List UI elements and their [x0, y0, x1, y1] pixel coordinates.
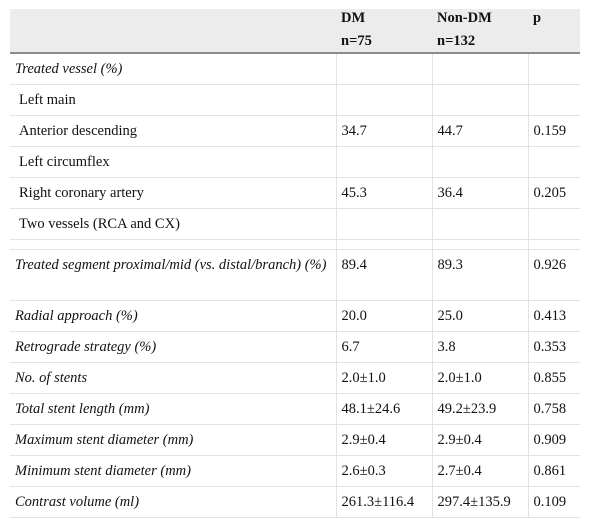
- nondm-value: [432, 84, 529, 116]
- row-label: Two vessels (RCA and CX): [10, 208, 337, 240]
- dm-value: 261.3±116.4: [336, 486, 433, 518]
- nondm-value: 49.2±23.9: [432, 393, 529, 425]
- spacer-cell: [10, 239, 337, 250]
- row-label: Treated vessel (%): [10, 53, 337, 85]
- p-value: [528, 146, 580, 178]
- dm-value: [336, 146, 433, 178]
- p-value: 0.926: [528, 249, 580, 301]
- dm-value: 2.9±0.4: [336, 424, 433, 456]
- nondm-value: 297.4±135.9: [432, 486, 529, 518]
- p-value: 0.159: [528, 115, 580, 147]
- dm-value: 45.3: [336, 177, 433, 209]
- row-label: Retrograde strategy (%): [10, 331, 337, 363]
- nondm-value: 89.3: [432, 249, 529, 301]
- dm-value: 34.7: [336, 115, 433, 147]
- nondm-value: [432, 146, 529, 178]
- row-label: Maximum stent diameter (mm): [10, 424, 337, 456]
- row-label: No. of stents: [10, 362, 337, 394]
- table-row: Contrast volume (ml) 261.3±116.4 297.4±1…: [10, 486, 580, 518]
- dm-value: [336, 208, 433, 240]
- p-value: 0.413: [528, 300, 580, 332]
- dm-value: [336, 53, 433, 85]
- p-value: 0.353: [528, 331, 580, 363]
- table-row: Retrograde strategy (%) 6.7 3.8 0.353: [10, 331, 580, 363]
- row-label: Left main: [10, 84, 337, 116]
- header-label-cell: [10, 9, 336, 54]
- row-label: Left circumflex: [10, 146, 337, 178]
- p-value: [528, 53, 580, 85]
- row-label: Anterior descending: [10, 115, 337, 147]
- table-row: Two vessels (RCA and CX): [10, 208, 580, 240]
- p-value: 0.855: [528, 362, 580, 394]
- p-value: 0.758: [528, 393, 580, 425]
- spacer-row: [10, 239, 580, 250]
- header-nondm: Non-DM n=132: [432, 9, 528, 54]
- dm-value: 2.0±1.0: [336, 362, 433, 394]
- nondm-value: 2.7±0.4: [432, 455, 529, 487]
- row-label: Minimum stent diameter (mm): [10, 455, 337, 487]
- header-p-title: p: [533, 10, 542, 26]
- table-row: Treated segment proximal/mid (vs. distal…: [10, 249, 580, 301]
- nondm-value: 25.0: [432, 300, 529, 332]
- spacer-cell: [432, 239, 529, 250]
- dm-value: 89.4: [336, 249, 433, 301]
- table-row: Left main: [10, 84, 580, 116]
- p-value: 0.205: [528, 177, 580, 209]
- data-table: DM n=75 Non-DM n=132 p Treated vessel (%…: [10, 9, 580, 518]
- spacer-cell: [336, 239, 433, 250]
- table-row: Radial approach (%) 20.0 25.0 0.413: [10, 300, 580, 332]
- nondm-value: 2.9±0.4: [432, 424, 529, 456]
- header-nondm-count: n=132: [437, 33, 476, 49]
- header-dm: DM n=75: [336, 9, 432, 54]
- table-body: Treated vessel (%) Left main Anterior de…: [10, 53, 580, 518]
- table-row: Maximum stent diameter (mm) 2.9±0.4 2.9±…: [10, 424, 580, 456]
- dm-value: [336, 84, 433, 116]
- dm-value: 48.1±24.6: [336, 393, 433, 425]
- dm-value: 6.7: [336, 331, 433, 363]
- table-row: No. of stents 2.0±1.0 2.0±1.0 0.855: [10, 362, 580, 394]
- table-row: Right coronary artery 45.3 36.4 0.205: [10, 177, 580, 209]
- nondm-value: 2.0±1.0: [432, 362, 529, 394]
- spacer-cell: [528, 239, 580, 250]
- p-value: [528, 84, 580, 116]
- nondm-value: [432, 53, 529, 85]
- nondm-value: 36.4: [432, 177, 529, 209]
- p-value: 0.861: [528, 455, 580, 487]
- row-label: Total stent length (mm): [10, 393, 337, 425]
- p-value: [528, 208, 580, 240]
- header-nondm-title: Non-DM: [437, 10, 492, 26]
- table-header: DM n=75 Non-DM n=132 p: [10, 9, 580, 54]
- row-label: Contrast volume (ml): [10, 486, 337, 518]
- header-row: DM n=75 Non-DM n=132 p: [10, 9, 580, 54]
- nondm-value: [432, 208, 529, 240]
- header-p: p: [528, 9, 580, 54]
- table-row: Treated vessel (%): [10, 53, 580, 85]
- row-label: Treated segment proximal/mid (vs. distal…: [10, 249, 337, 301]
- table-row: Left circumflex: [10, 146, 580, 178]
- p-value: 0.109: [528, 486, 580, 518]
- header-dm-count: n=75: [341, 33, 372, 49]
- table-row: Total stent length (mm) 48.1±24.6 49.2±2…: [10, 393, 580, 425]
- dm-value: 20.0: [336, 300, 433, 332]
- row-label: Radial approach (%): [10, 300, 337, 332]
- nondm-value: 44.7: [432, 115, 529, 147]
- table-row: Anterior descending 34.7 44.7 0.159: [10, 115, 580, 147]
- p-value: 0.909: [528, 424, 580, 456]
- header-dm-title: DM: [341, 10, 366, 26]
- row-label: Right coronary artery: [10, 177, 337, 209]
- dm-value: 2.6±0.3: [336, 455, 433, 487]
- table-row: Minimum stent diameter (mm) 2.6±0.3 2.7±…: [10, 455, 580, 487]
- nondm-value: 3.8: [432, 331, 529, 363]
